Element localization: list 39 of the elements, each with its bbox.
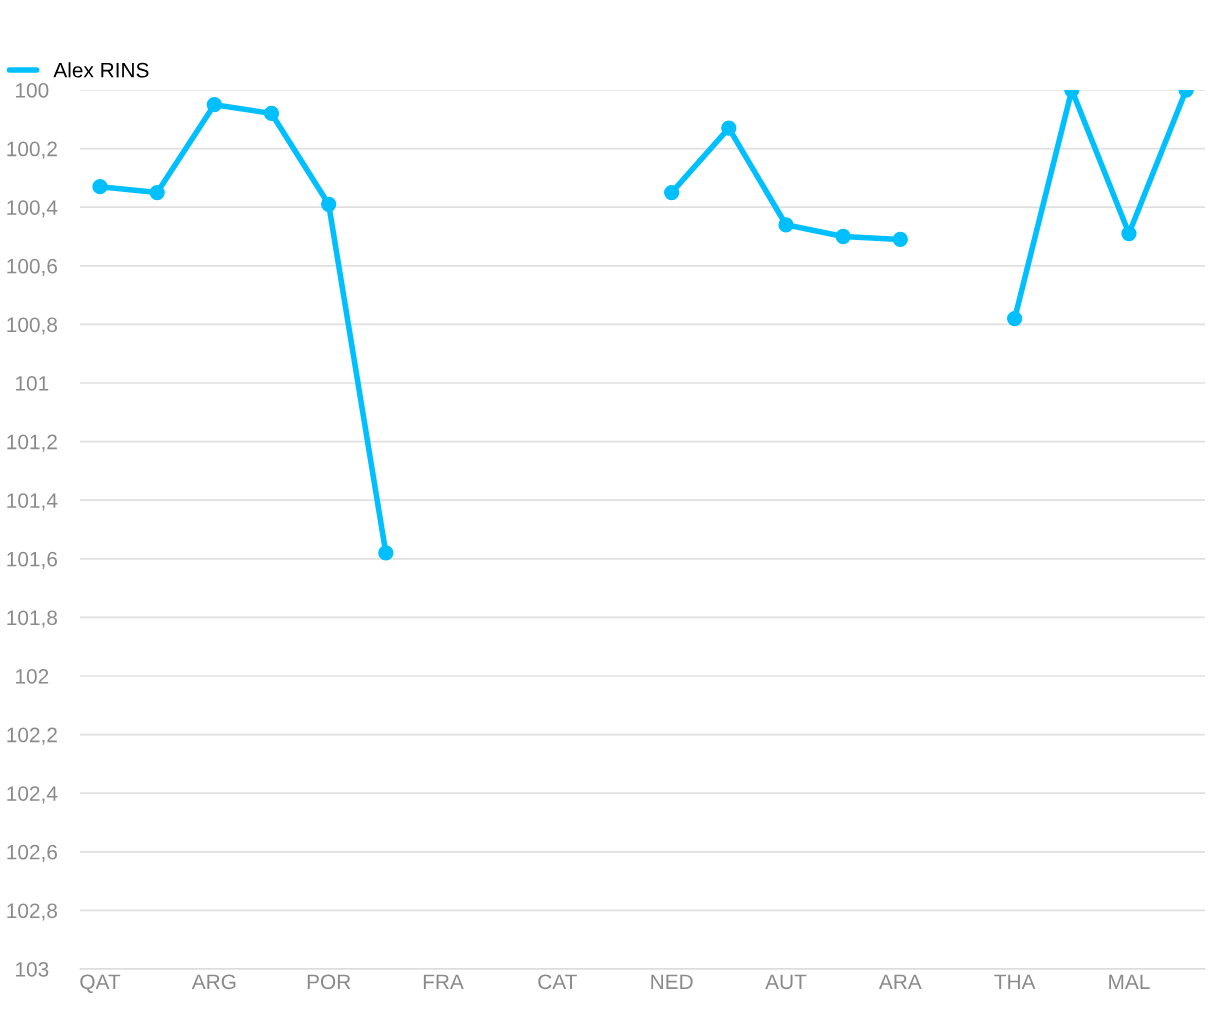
- x-tick-label: FRA: [423, 974, 464, 989]
- y-tick-label: 101: [16, 376, 49, 391]
- x-tick-label: AUT: [765, 974, 807, 990]
- y-tick-label: 102,6: [7, 844, 57, 863]
- y-tick-label: 100,4: [7, 200, 58, 218]
- y-tick-label: 101,6: [7, 551, 57, 570]
- y-tick-label: 102: [16, 669, 49, 684]
- x-tick-label: POR: [307, 974, 351, 990]
- y-tick-label: 100,2: [7, 141, 57, 159]
- point: [778, 217, 794, 233]
- legend-label: Alex RINS: [53, 62, 149, 78]
- point: [664, 184, 680, 201]
- point: [835, 228, 851, 245]
- point: [206, 97, 222, 113]
- y-tick-label: 102,8: [7, 903, 57, 921]
- x-tick-label: THA: [994, 974, 1036, 989]
- x-tick-label: NED: [651, 974, 693, 989]
- y-tick-label: 102,2: [7, 727, 57, 745]
- x-tick-label: MAL: [1109, 974, 1150, 989]
- point: [321, 196, 337, 212]
- point: [92, 179, 108, 195]
- point: [263, 105, 280, 122]
- x-tick-label: CAT: [538, 974, 577, 990]
- y-tick-label: 100: [16, 83, 49, 98]
- x-tick-label: QAT: [80, 974, 121, 993]
- point: [892, 231, 908, 248]
- y-tick-label: 102,4: [7, 786, 58, 804]
- x-tick-label: ARG: [191, 974, 236, 990]
- point: [721, 120, 737, 136]
- point: [378, 545, 394, 561]
- point: [1007, 310, 1023, 327]
- y-tick-label: 100,6: [7, 258, 57, 277]
- y-tick-label: 101,8: [7, 610, 57, 628]
- y-tick-label: 101,4: [7, 493, 58, 511]
- y-tick-label: 103: [16, 962, 49, 977]
- x-tick-label: ARA: [878, 974, 922, 989]
- point: [149, 184, 165, 201]
- y-tick-label: 101,2: [7, 434, 57, 452]
- y-tick-label: 100,8: [7, 317, 57, 335]
